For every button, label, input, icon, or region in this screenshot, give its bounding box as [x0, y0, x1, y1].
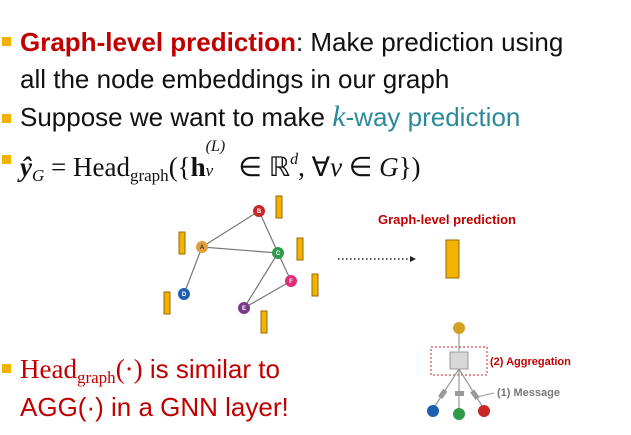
dotted-arrow-head: [410, 256, 416, 262]
graph-nodes: A B C D E F: [178, 205, 297, 314]
agg-top-node: [453, 322, 465, 334]
formula-h-scripts: (L) v: [206, 138, 232, 182]
node-a-label: A: [200, 245, 205, 251]
bullet-1-line-1: Graph-level prediction: Make prediction …: [20, 27, 563, 57]
bullet-2-line: Suppose we want to make k-way prediction: [20, 100, 521, 133]
formula-open: ({: [168, 152, 191, 182]
formula-h-sub: v: [205, 161, 214, 180]
message-marker-left: [438, 388, 448, 399]
node-b-label: B: [257, 209, 262, 215]
node-b: [253, 205, 265, 217]
formula-head-sub: graph: [129, 166, 169, 185]
edge-a-d: [183, 246, 203, 295]
formula-h-sup: (L): [205, 138, 226, 155]
formula-G: G: [379, 152, 399, 182]
graph-prediction-bar: [445, 239, 460, 279]
bullet-4-line-2: AGG(·) in a GNN layer!: [20, 392, 289, 422]
agg-child-green: [453, 408, 465, 420]
formula-in: ∈ ℝ: [231, 152, 291, 182]
bullet-2-pre: Suppose we want to make: [20, 102, 333, 132]
formula-line: ŷG = Headgraph({h (L) v ∈ ℝd, ∀v ∈ G}): [20, 138, 421, 191]
graph-level-prediction-label: Graph-level prediction: [378, 212, 516, 227]
embedding-bar-a: [178, 231, 186, 255]
node-f-label: F: [289, 279, 293, 285]
edge-a-c: [201, 246, 279, 254]
bullet-marker-1: [2, 37, 11, 46]
edge-b-c: [258, 210, 279, 254]
node-c-label: C: [276, 251, 281, 257]
bullet-marker-2: [2, 114, 11, 123]
bullet-1-rest: : Make prediction using: [295, 27, 564, 57]
node-d: [178, 288, 190, 300]
bullet-1-keyword: Graph-level prediction: [20, 27, 296, 57]
formula-h: h: [190, 152, 206, 182]
formula-d: d: [290, 151, 299, 168]
bullet-marker-3: [2, 155, 11, 164]
embedding-bar-b: [275, 195, 283, 219]
node-f: [285, 275, 297, 287]
formula-forall: , ∀: [298, 152, 331, 182]
agg-child-red: [478, 405, 490, 417]
bullet-4-rest: is similar to: [142, 354, 280, 384]
message-pointer: [476, 392, 495, 398]
aggregation-label: (2) Aggregation: [490, 356, 571, 368]
bullet-4-line-1: Headgraph(·) is similar to: [20, 354, 280, 393]
bullet-2-k: k: [332, 100, 346, 133]
bullet-marker-4: [2, 364, 11, 373]
graph-edges: [183, 210, 292, 309]
formula-head: = Head: [44, 152, 130, 182]
formula-close: }): [398, 152, 421, 182]
bullet-4-head-sub: graph: [76, 368, 116, 387]
embedding-bar-c: [296, 237, 304, 261]
edge-c-e: [243, 252, 279, 309]
formula-y-sub: G: [31, 166, 45, 185]
embedding-bar-e: [260, 310, 268, 334]
embedding-bar-f: [311, 273, 319, 297]
formula-v: v: [330, 152, 343, 182]
embedding-bar-d: [163, 291, 171, 315]
node-c: [272, 247, 284, 259]
aggregation-diagram: [427, 322, 495, 420]
node-e-label: E: [242, 306, 246, 312]
message-edge-left: [432, 368, 460, 410]
message-edge-right: [458, 368, 485, 410]
bullet-2-post: -way prediction: [345, 102, 521, 132]
node-d-label: D: [182, 292, 187, 298]
bullet-4-head: Head: [20, 354, 77, 384]
edge-a-b: [201, 210, 260, 248]
aggregation-square: [449, 351, 469, 370]
formula-y: ŷ: [20, 152, 32, 182]
message-label: (1) Message: [497, 387, 560, 399]
message-marker-mid: [455, 391, 464, 396]
message-marker-right: [470, 389, 480, 400]
node-e: [238, 302, 250, 314]
node-a: [196, 241, 208, 253]
formula-in2: ∈: [342, 152, 380, 182]
embedding-bars: [163, 195, 319, 334]
edge-f-e: [243, 280, 292, 309]
bullet-4-dot: (·): [115, 354, 143, 384]
agg-child-blue: [427, 405, 439, 417]
bullet-1-line-2: all the node embeddings in our graph: [20, 64, 450, 94]
